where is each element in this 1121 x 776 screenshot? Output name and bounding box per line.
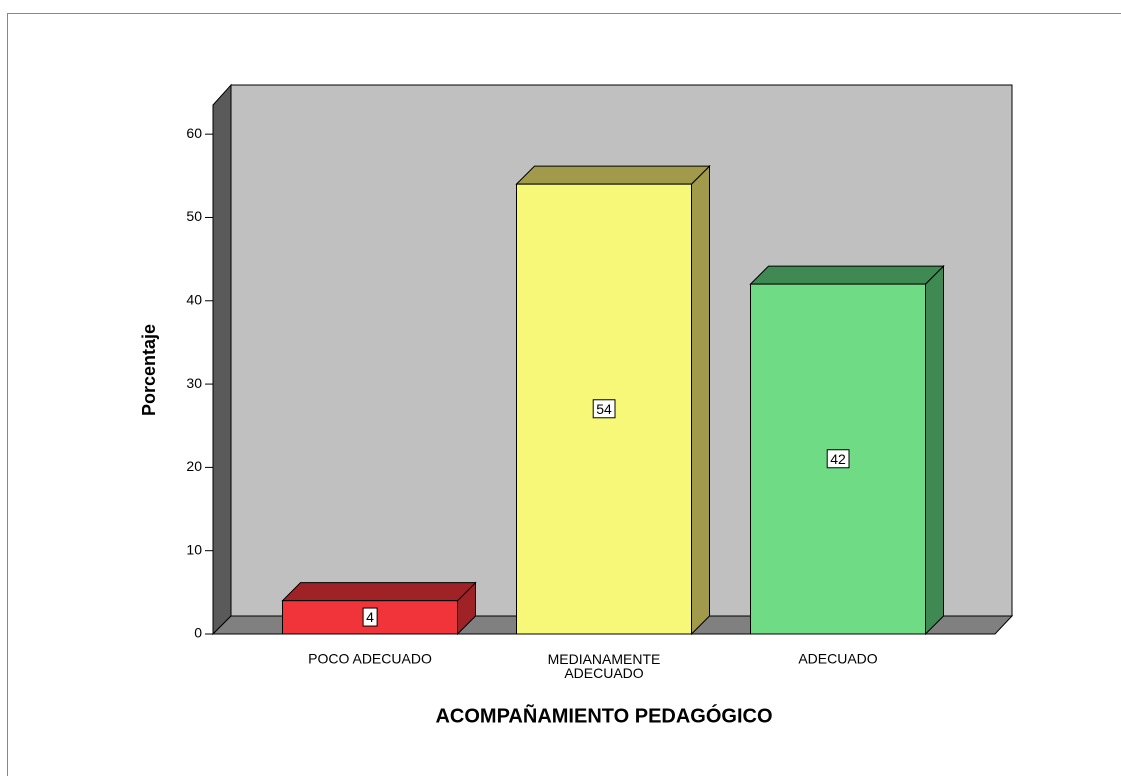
bar-top [749, 265, 945, 285]
y-axis-title: Porcentaje [139, 324, 159, 416]
bar [282, 600, 458, 635]
value-label: 54 [596, 401, 612, 417]
left-wall [212, 83, 232, 636]
bar-side [925, 264, 944, 636]
value-label-box [826, 449, 850, 469]
y-tick-label: 20 [186, 458, 202, 474]
y-tick-label: 60 [186, 125, 202, 141]
y-tick-label: 0 [194, 625, 202, 641]
y-tick-label: 10 [186, 541, 202, 557]
bar-side [691, 164, 710, 636]
y-tick-label: 40 [186, 291, 202, 307]
x-tick-label: MEDIANAMENTE ADECUADO [548, 651, 661, 681]
value-label: 42 [830, 451, 846, 467]
x-tick-label: POCO ADECUADO [308, 651, 432, 667]
y-tick-label: 30 [186, 375, 202, 391]
value-label-box [362, 607, 378, 627]
bar-top [281, 582, 477, 602]
bar-top [515, 165, 711, 185]
value-label-box [592, 399, 616, 419]
x-tick-label: ADECUADO [798, 651, 877, 667]
value-label: 4 [366, 609, 374, 625]
x-axis-title: ACOMPAÑAMIENTO PEDAGÓGICO [435, 703, 772, 727]
y-tick-label: 50 [186, 208, 202, 224]
